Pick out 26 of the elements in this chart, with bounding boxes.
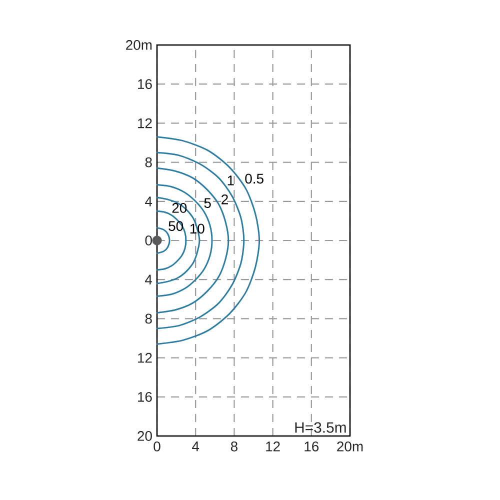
y-tick-label: 0 (145, 236, 152, 246)
annotation: H=3.5m (295, 422, 346, 433)
y-tick-label: 16 (138, 392, 152, 402)
y-tick-label: 20 (138, 431, 152, 441)
line-series (156, 167, 230, 314)
x-tick-label: 16 (304, 442, 319, 452)
series-label: 5 (204, 198, 211, 208)
series-label: 2 (222, 194, 228, 204)
x-tick-label: 20m (337, 442, 363, 452)
x-tick-label: 4 (192, 442, 200, 452)
y-tick-label: 8 (145, 314, 152, 324)
y-tick-label: 4 (145, 274, 152, 284)
series-label: 0.5 (245, 174, 264, 184)
x-tick-label: 8 (230, 442, 238, 452)
y-tick-label: 4 (145, 196, 152, 206)
x-tick-label: 0 (154, 442, 160, 452)
line-series (156, 184, 213, 297)
line-series (156, 227, 170, 254)
x-tick-label: 12 (266, 442, 280, 452)
y-tick-label: 12 (138, 118, 152, 128)
series-label: 1 (228, 176, 234, 186)
y-tick-label: 8 (145, 157, 152, 168)
y-tick-label: 16 (138, 79, 152, 90)
line-series (156, 152, 245, 330)
y-tick-label: 12 (138, 352, 152, 363)
y-tick-label: 20m (126, 40, 152, 50)
